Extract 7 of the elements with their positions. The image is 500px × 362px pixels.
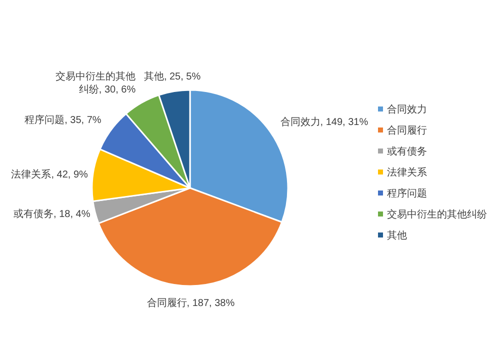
legend-label: 合同效力 <box>387 104 427 116</box>
legend-label: 交易中衍生的其他纠纷 <box>387 208 487 221</box>
legend-label: 程序问题 <box>387 188 427 200</box>
legend-label: 或有债务 <box>387 146 427 158</box>
legend-label: 法律关系 <box>387 166 427 179</box>
legend-label: 其他 <box>387 230 407 242</box>
legend-label: 合同履行 <box>387 124 427 137</box>
